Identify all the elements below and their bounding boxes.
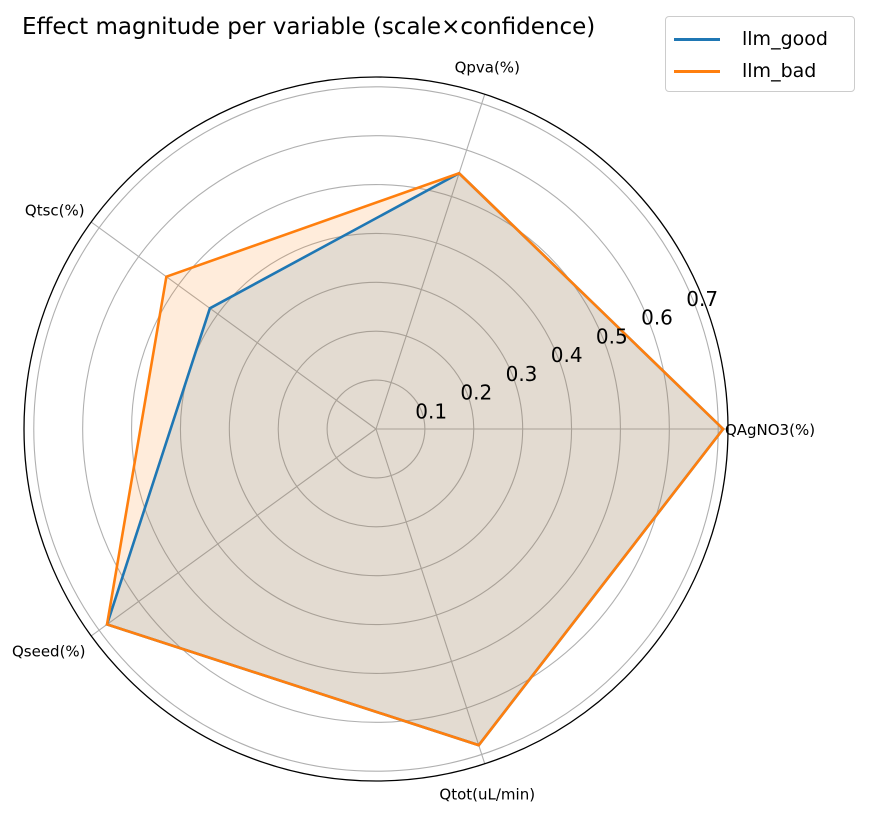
axis-spokes bbox=[90, 94, 728, 764]
spoke-5 bbox=[375, 428, 486, 764]
category-label-2: Qpva(%) bbox=[455, 59, 520, 77]
outer-frame bbox=[23, 76, 729, 782]
axis-labels: QAgNO3(%) Qpva(%) Qtsc(%) Qseed(%) Qtot(uL/m… bbox=[12, 59, 815, 804]
category-label-4: Qseed(%) bbox=[12, 643, 86, 661]
spoke-2 bbox=[375, 94, 486, 430]
legend-swatch-llm-good bbox=[674, 37, 720, 41]
series-line-llm-bad bbox=[105, 171, 725, 747]
legend-label-llm-good: llm_good bbox=[742, 28, 828, 50]
legend: llm_good llm_bad bbox=[665, 16, 855, 92]
legend-item-llm-good: llm_good bbox=[674, 27, 828, 51]
legend-swatch-llm-bad bbox=[674, 69, 720, 73]
radial-tick-labels: 0.1 0.2 0.3 0.4 0.5 0.6 0.7 bbox=[415, 287, 718, 423]
radial-tick-label-2: 0.2 bbox=[460, 381, 492, 405]
chart-title: Effect magnitude per variable (scale×con… bbox=[22, 14, 596, 40]
series-fill-llm-bad bbox=[107, 173, 724, 746]
radial-tick-label-7: 0.7 bbox=[686, 287, 718, 311]
legend-label-llm-bad: llm_bad bbox=[742, 60, 817, 82]
radial-tick-label-3: 0.3 bbox=[506, 362, 538, 386]
legend-item-llm-bad: llm_bad bbox=[674, 59, 816, 83]
category-label-5: Qtot(uL/min) bbox=[439, 785, 535, 803]
spoke-4 bbox=[90, 428, 377, 637]
category-label-3: Qtsc(%) bbox=[25, 201, 85, 219]
radial-tick-label-4: 0.4 bbox=[551, 343, 583, 367]
radial-tick-label-1: 0.1 bbox=[415, 399, 447, 423]
series-layer bbox=[105, 171, 725, 747]
radial-tick-label-5: 0.5 bbox=[596, 324, 628, 348]
radial-tick-label-6: 0.6 bbox=[641, 306, 673, 330]
series-fill-llm-good bbox=[107, 173, 724, 746]
spoke-3 bbox=[90, 221, 377, 430]
category-label-1: QAgNO3(%) bbox=[725, 421, 815, 439]
